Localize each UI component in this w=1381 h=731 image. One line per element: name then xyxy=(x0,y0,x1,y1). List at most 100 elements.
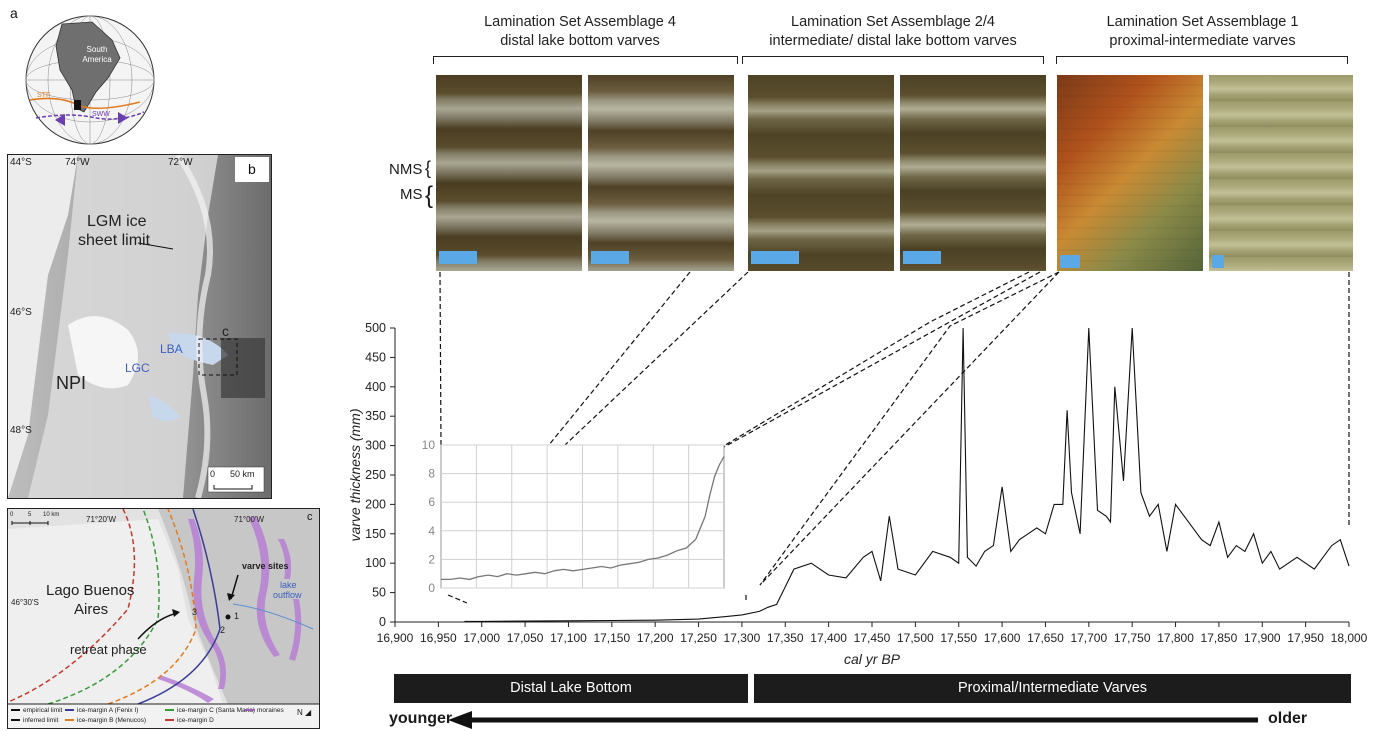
connector-line xyxy=(534,271,691,463)
y-tick-label: 200 xyxy=(365,497,386,511)
scale-50-label: 50 km xyxy=(230,469,255,479)
x-tick-label: 17,300 xyxy=(724,631,761,645)
globe-stf-label: STF xyxy=(37,92,51,99)
y-tick-label: 250 xyxy=(365,468,386,482)
legend-item: moraines xyxy=(245,706,284,715)
x-tick-label: 17,650 xyxy=(1027,631,1064,645)
scale-bar-3 xyxy=(751,251,799,264)
header-bracket-3 xyxy=(1056,56,1348,64)
y-tick-label: 450 xyxy=(365,350,386,364)
globe-sww-label: SWW xyxy=(92,111,110,118)
micrograph-connectors xyxy=(439,271,1350,604)
north-label: N xyxy=(297,708,303,717)
ice-limit-label-1: LGM ice xyxy=(87,213,147,230)
box-c-label: c xyxy=(222,323,229,339)
scale-bar-2 xyxy=(591,251,629,264)
x-tick-label: 16,950 xyxy=(420,631,457,645)
scale-bar-4 xyxy=(903,251,941,264)
lat-46-label: 46°S xyxy=(10,307,32,318)
legend-swatch xyxy=(165,719,174,722)
inset-y-tick-label: 10 xyxy=(422,438,436,452)
ms-label: MS xyxy=(400,186,423,203)
lon-7100-label: 71°00'W xyxy=(234,515,265,524)
legend-label: ice-margin B (Menucos) xyxy=(77,717,146,724)
retreat-phase-label: retreat phase xyxy=(70,642,147,657)
lon-7120-label: 71°20'W xyxy=(86,515,117,524)
legend-swatch xyxy=(165,709,174,712)
x-tick-label: 17,000 xyxy=(463,631,500,645)
lon-74-label: 74°W xyxy=(65,157,90,168)
y-tick-label: 300 xyxy=(365,439,386,453)
distal-lake-bottom-bar: Distal Lake Bottom xyxy=(394,674,748,703)
connector-line xyxy=(759,271,1060,586)
header-lsa-1: Lamination Set Assemblage 1 proximal-int… xyxy=(1050,13,1355,51)
header-bracket-2 xyxy=(742,56,1044,64)
lake-label-2: Aires xyxy=(74,601,109,618)
lake-outflow-label-2: outflow xyxy=(273,590,302,600)
scale-c-5: 5 xyxy=(28,512,32,518)
retreat-number-1: 1 xyxy=(234,611,240,621)
globe-map xyxy=(25,15,155,145)
legend-item: ice-margin D xyxy=(165,716,214,725)
header-lsa-24-line2: intermediate/ distal lake bottom varves xyxy=(769,33,1017,49)
scale-bar-5 xyxy=(1060,255,1080,268)
lgc-label: LGC xyxy=(125,361,150,375)
x-tick-label: 17,550 xyxy=(940,631,977,645)
lake-outflow-label-1: lake xyxy=(280,580,297,590)
retreat-number-3: 3 xyxy=(192,607,198,617)
micrograph-6 xyxy=(1209,75,1353,271)
retreat-number-2: 2 xyxy=(220,625,226,635)
connector-line xyxy=(447,594,468,604)
x-tick-label: 16,900 xyxy=(377,631,414,645)
micrograph-5 xyxy=(1057,75,1203,271)
micrograph-4 xyxy=(900,75,1046,271)
north-arrow: N ◢ xyxy=(297,708,311,717)
legend-item: ice-margin A (Fenix I) xyxy=(65,706,138,715)
y-tick-label: 100 xyxy=(365,556,386,570)
younger-label: younger xyxy=(389,710,453,727)
y-axis-label: varve thickness (mm) xyxy=(347,408,363,541)
x-tick-label: 17,600 xyxy=(984,631,1021,645)
npi-label: NPI xyxy=(56,373,87,393)
ice-limit-label-2: sheet limit xyxy=(78,232,151,249)
header-lsa-1-line2: proximal-intermediate varves xyxy=(1109,33,1296,49)
header-lsa-24: Lamination Set Assemblage 2/4 intermedia… xyxy=(738,13,1048,51)
varve-sites-label: varve sites xyxy=(242,561,289,571)
proximal-intermediate-bar: Proximal/Intermediate Varves xyxy=(754,674,1351,703)
x-tick-label: 17,500 xyxy=(897,631,934,645)
x-tick-label: 17,950 xyxy=(1287,631,1324,645)
relief-map xyxy=(8,155,271,498)
x-tick-label: 17,800 xyxy=(1157,631,1194,645)
connector-line xyxy=(759,271,1060,586)
legend-item: inferred limit xyxy=(11,716,58,725)
connector-line xyxy=(696,271,1041,463)
x-tick-label: 17,850 xyxy=(1201,631,1238,645)
panel-a: a South America STF SWW xyxy=(0,0,160,150)
older-label: older xyxy=(1268,710,1308,727)
connector-line xyxy=(439,271,442,446)
lon-72-label: 72°W xyxy=(168,157,193,168)
micrograph-1 xyxy=(436,75,582,271)
connector-line xyxy=(696,271,1030,463)
panel-b-letter: b xyxy=(248,161,256,177)
micrograph-5-lamina xyxy=(1057,75,1203,271)
scale-c-0: 0 xyxy=(10,512,14,518)
y-tick-label: 500 xyxy=(365,321,386,335)
x-tick-label: 17,050 xyxy=(507,631,544,645)
micrograph-3 xyxy=(748,75,894,271)
legend-label: ice-margin D xyxy=(177,717,214,724)
legend-swatch xyxy=(11,709,20,712)
panel-c: c 0 5 10 km 71°20'W 71°00'W 46°30'S Lago… xyxy=(7,508,320,729)
arrow-head-icon xyxy=(448,711,472,729)
scale-0-label: 0 xyxy=(210,469,216,479)
lake-label-1: Lago Buenos xyxy=(46,582,135,599)
x-tick-label: 18,000 xyxy=(1331,631,1368,645)
legend-item: empirical limit xyxy=(11,706,62,715)
legend-item: ice-margin B (Menucos) xyxy=(65,716,146,725)
local-map xyxy=(8,509,319,728)
legend-swatch xyxy=(65,709,74,712)
legend-label: ice-margin C (Santa Maria) xyxy=(177,707,256,714)
header-bracket-1 xyxy=(433,56,738,64)
x-tick-label: 17,450 xyxy=(854,631,891,645)
